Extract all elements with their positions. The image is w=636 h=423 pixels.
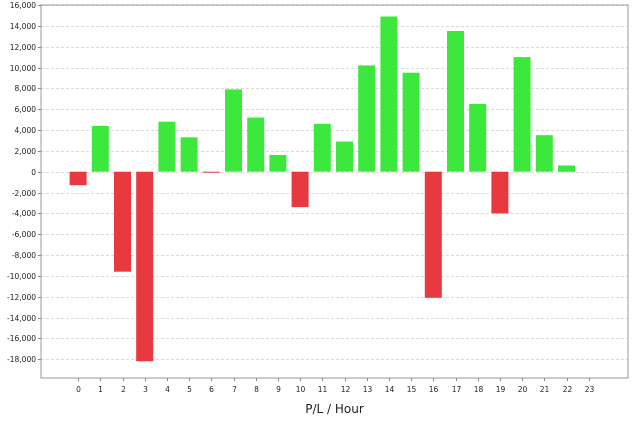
bar-hour-7: [225, 89, 242, 172]
x-tick-label: 8: [254, 385, 259, 394]
y-tick-label: 16,000: [10, 1, 36, 10]
x-tick-label: 5: [187, 385, 192, 394]
x-tick-label: 9: [276, 385, 281, 394]
y-tick-label: 4,000: [15, 126, 37, 135]
bar-hour-0: [69, 171, 87, 186]
bar-hour-2: [114, 171, 131, 272]
x-tick-label: 15: [407, 385, 417, 394]
y-tick-label: -4,000: [12, 209, 36, 218]
bar-hour-22: [558, 165, 575, 172]
bar-hour-21: [535, 135, 553, 172]
bar-hour-14: [380, 16, 398, 172]
x-axis: 0 1 2 3 4 5 6 7 8 9 10 11 12 13 14 15 16 17 18 19 20 21 22 23: [76, 378, 594, 394]
x-tick-label: 21: [540, 385, 550, 394]
x-tick-label: 1: [98, 385, 103, 394]
y-tick-label: 0: [31, 168, 36, 177]
y-tick-label: 12,000: [10, 43, 36, 52]
bar-hour-17: [447, 31, 464, 172]
x-tick-label: 3: [143, 385, 148, 394]
x-tick-label: 7: [232, 385, 237, 394]
x-tick-label: 2: [121, 385, 126, 394]
y-tick-label: -10,000: [7, 272, 36, 281]
x-tick-label: 10: [296, 385, 306, 394]
x-axis-title: P/L / Hour: [305, 402, 364, 416]
y-tick-label: -2,000: [12, 189, 36, 198]
x-tick-label: 12: [341, 385, 351, 394]
bar-hour-16: [424, 171, 442, 298]
bar-hour-4: [158, 121, 176, 172]
x-tick-label: 6: [209, 385, 214, 394]
y-tick-label: -8,000: [12, 251, 36, 260]
bar-hour-13: [358, 65, 376, 172]
y-tick-label: -16,000: [7, 334, 36, 343]
bar-hour-12: [336, 141, 353, 172]
x-tick-label: 18: [474, 385, 484, 394]
x-tick-label: 22: [563, 385, 573, 394]
y-tick-label: 2,000: [15, 147, 37, 156]
y-tick-label: -18,000: [7, 355, 36, 364]
x-tick-label: 0: [76, 385, 81, 394]
y-tick-label: 6,000: [15, 105, 37, 114]
bar-hour-10: [291, 171, 309, 208]
bars: [69, 16, 575, 362]
x-tick-label: 17: [452, 385, 462, 394]
y-tick-label: -12,000: [7, 293, 36, 302]
bar-hour-9: [269, 155, 287, 172]
y-tick-label: -14,000: [7, 314, 36, 323]
x-tick-label: 14: [385, 385, 395, 394]
y-tick-label: 10,000: [10, 64, 36, 73]
bar-hour-3: [136, 171, 154, 362]
x-tick-label: 13: [363, 385, 373, 394]
bar-hour-1: [91, 125, 109, 172]
y-tick-label: 14,000: [10, 22, 36, 31]
bar-hour-15: [402, 72, 420, 172]
y-tick-label: -6,000: [12, 230, 36, 239]
x-tick-label: 20: [518, 385, 528, 394]
bar-hour-19: [491, 171, 509, 214]
x-tick-label: 16: [429, 385, 439, 394]
bar-hour-18: [469, 104, 487, 172]
bar-hour-8: [247, 117, 265, 172]
x-tick-label: 4: [165, 385, 170, 394]
x-tick-label: 11: [318, 385, 328, 394]
x-tick-label: 19: [496, 385, 506, 394]
bar-hour-6: [202, 171, 220, 173]
y-tick-label: 8,000: [15, 84, 37, 93]
x-tick-label: 23: [585, 385, 595, 394]
y-axis: 16,000 14,000 12,000 10,000 8,000 6,000 4,000 2…: [7, 1, 41, 364]
bar-hour-5: [180, 137, 198, 172]
bar-hour-11: [313, 123, 331, 172]
bar-hour-20: [513, 57, 531, 172]
plot-frame: [40, 4, 629, 379]
